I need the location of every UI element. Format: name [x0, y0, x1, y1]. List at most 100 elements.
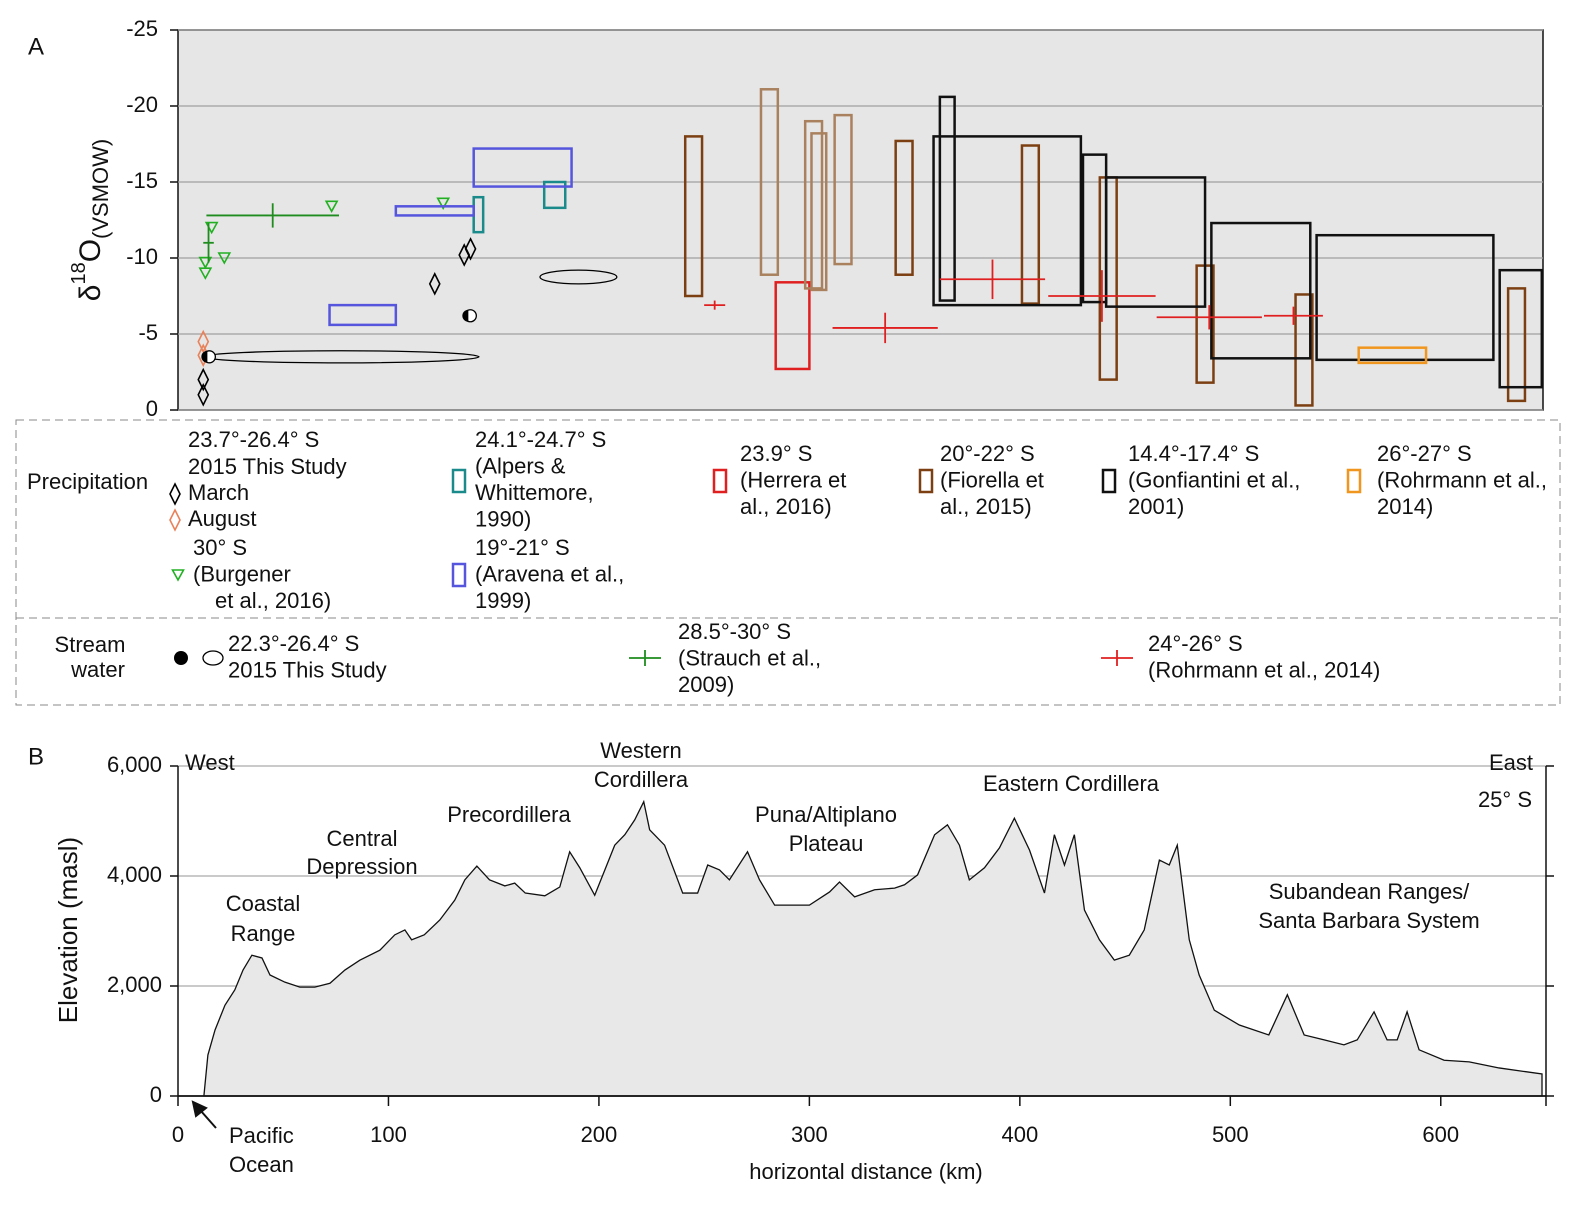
legend-label: 1999): [475, 588, 531, 613]
region-label: Range: [231, 921, 296, 946]
legend-label: 28.5°-30° S: [678, 619, 791, 644]
range-box: [938, 95, 956, 302]
legend-label: Whittemore,: [475, 480, 594, 505]
y-label-part: 18: [68, 262, 90, 284]
legend-header: 23.7°-26.4° S: [188, 427, 319, 452]
region-label: 25° S: [1478, 787, 1532, 812]
legend-label: 2014): [1377, 494, 1433, 519]
region-label: Eastern Cordillera: [983, 771, 1160, 796]
diamond-point: [197, 329, 210, 354]
y-label-part: O: [74, 239, 107, 262]
y-tick-label: -15: [126, 168, 158, 193]
legend-symbol: [918, 468, 934, 494]
legend-label: 30° S: [193, 535, 247, 560]
y-tick-label: 0: [146, 396, 158, 421]
range-box: [803, 119, 824, 290]
y-axis-label: δ18O(VSMOW): [68, 139, 113, 302]
y-label-part: (VSMOW): [88, 139, 113, 239]
range-box: [683, 135, 704, 298]
diamond-point: [197, 383, 210, 407]
legend-group-label: Precipitation: [27, 469, 148, 494]
elevation-area: [203, 799, 1543, 1097]
range-box: [1498, 268, 1544, 389]
legend-label: 24.1°-24.7° S: [475, 427, 606, 452]
region-label: Plateau: [789, 831, 864, 856]
legend-symbol: [202, 650, 224, 666]
legend-label: (Aravena et al.,: [475, 561, 624, 586]
range-box: [810, 132, 828, 292]
legend-label: (Gonfiantini et al.,: [1128, 467, 1300, 492]
legend-label: (Strauch et al.,: [678, 645, 821, 670]
region-label: East: [1489, 750, 1533, 775]
y-tick-label: -25: [126, 16, 158, 41]
legend-label: 2001): [1128, 494, 1184, 519]
y-tick-label: -5: [138, 320, 158, 345]
y-label-part: δ: [74, 285, 107, 302]
legend-label: 2015 This Study: [228, 657, 387, 682]
x-tick-label: 100: [370, 1122, 407, 1147]
triangle-point: [324, 200, 339, 213]
y-tick-label: -20: [126, 92, 158, 117]
legend-label: August: [188, 506, 257, 531]
legend-label: 14.4°-17.4° S: [1128, 441, 1259, 466]
range-box: [328, 303, 398, 327]
region-label: Depression: [306, 854, 417, 879]
legend-symbol: [171, 569, 185, 582]
legend-label: al., 2015): [940, 494, 1032, 519]
region-label: Western: [600, 738, 682, 763]
legend-label: 1990): [475, 506, 531, 531]
x-axis-label: horizontal distance (km): [749, 1159, 983, 1184]
stream-point: [462, 309, 469, 322]
legend-label: 19°-21° S: [475, 535, 570, 560]
y-tick-label: 6,000: [107, 752, 162, 777]
region-label: Cordillera: [594, 767, 689, 792]
region-label: Pacific: [229, 1123, 294, 1148]
legend-label: 2009): [678, 672, 734, 697]
x-tick-label: 0: [172, 1122, 184, 1147]
range-box: [472, 147, 573, 188]
legend-label: (Alpers &: [475, 453, 566, 478]
diamond-point: [197, 367, 210, 392]
region-label: Precordillera: [447, 802, 571, 827]
range-box: [1357, 346, 1428, 365]
y-tick-label: -10: [126, 244, 158, 269]
legend-symbol: [451, 562, 467, 588]
range-box: [542, 180, 567, 210]
triangle-point: [436, 197, 451, 210]
x-tick-label: 600: [1422, 1122, 1459, 1147]
legend-symbol: [1346, 468, 1362, 494]
x-tick-label: 300: [791, 1122, 828, 1147]
range-box: [1210, 221, 1312, 360]
triangle-point: [217, 252, 232, 265]
y-tick-label: 4,000: [107, 862, 162, 887]
legend-group-label: water: [70, 657, 125, 682]
legend-symbol: [169, 482, 181, 506]
region-label: Central: [327, 826, 398, 851]
panel-letter: A: [28, 33, 44, 60]
region-label: Santa Barbara System: [1258, 908, 1479, 933]
y-tick-label: 2,000: [107, 972, 162, 997]
legend-label: al., 2016): [740, 494, 832, 519]
range-box: [932, 135, 1083, 307]
legend-label: (Burgener: [193, 561, 291, 586]
legend-label: 24°-26° S: [1148, 631, 1243, 656]
legend-group-label: Stream: [55, 632, 126, 657]
plot-area: [177, 29, 1544, 411]
range-box: [394, 205, 475, 217]
legend-symbol: [169, 508, 181, 532]
range-box: [1315, 233, 1495, 362]
range-box: [1104, 176, 1207, 308]
range-box: [759, 88, 780, 276]
legend-label: (Rohrmann et al.,: [1377, 467, 1547, 492]
legend-label: (Rohrmann et al., 2014): [1148, 657, 1380, 682]
range-box: [1294, 293, 1314, 407]
range-box: [1020, 144, 1041, 305]
region-label: West: [185, 750, 235, 775]
y-tick-label: 0: [150, 1082, 162, 1107]
region-label: Coastal: [226, 891, 301, 916]
stream-point: [201, 350, 208, 363]
region-label: Subandean Ranges/: [1269, 879, 1470, 904]
diamond-point: [464, 237, 477, 261]
legend-symbol: [174, 651, 188, 665]
